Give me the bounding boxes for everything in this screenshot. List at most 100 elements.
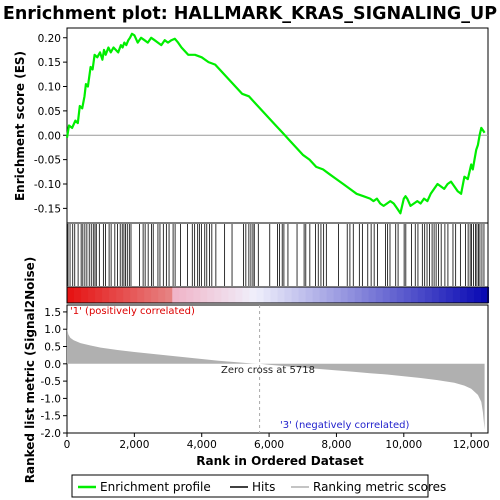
color-bar-segment bbox=[438, 287, 447, 303]
color-bar-segment bbox=[207, 287, 216, 303]
color-bar-segment bbox=[144, 287, 153, 303]
metric-axis-label: Ranked list metric (Signal2Noise) bbox=[23, 257, 37, 484]
es-tick-label: 0.00 bbox=[38, 130, 61, 142]
x-tick-label: 2,000 bbox=[119, 439, 149, 451]
color-bar-segment bbox=[459, 287, 468, 303]
color-bar-segment bbox=[424, 287, 433, 303]
color-bar-segment bbox=[130, 287, 139, 303]
color-bar-segment bbox=[403, 287, 412, 303]
metric-tick-label: -0.5 bbox=[41, 376, 62, 388]
color-bar-segment bbox=[375, 287, 384, 303]
x-axis-label: Rank in Ordered Dataset bbox=[196, 454, 364, 468]
color-bar-segment bbox=[452, 287, 461, 303]
color-bar-segment bbox=[186, 287, 195, 303]
legend-label-ranking: Ranking metric scores bbox=[313, 480, 446, 494]
color-bar-segment bbox=[291, 287, 300, 303]
metric-tick-label: -1.5 bbox=[41, 411, 62, 423]
color-bar-segment bbox=[417, 287, 426, 303]
color-bar-segment bbox=[277, 287, 286, 303]
x-tick-label: 6,000 bbox=[254, 439, 284, 451]
color-bar-segment bbox=[445, 287, 454, 303]
color-bar-segment bbox=[270, 287, 279, 303]
color-bar-segment bbox=[298, 287, 307, 303]
color-bar-segment bbox=[368, 287, 377, 303]
metric-tick-label: 1.5 bbox=[44, 307, 61, 319]
x-tick-label: 12,000 bbox=[453, 439, 490, 451]
color-bar-segment bbox=[396, 287, 405, 303]
color-bar-segment bbox=[102, 287, 111, 303]
color-bar-frame bbox=[66, 286, 489, 304]
color-bar-segment bbox=[263, 287, 272, 303]
color-bar-segment bbox=[347, 287, 356, 303]
es-plot-frame bbox=[66, 27, 489, 224]
color-bar-segment bbox=[389, 287, 398, 303]
color-bar-segment bbox=[312, 287, 321, 303]
x-tick-label: 8,000 bbox=[321, 439, 351, 451]
color-bar-segment bbox=[235, 287, 244, 303]
color-bar-segment bbox=[305, 287, 314, 303]
es-tick-label: -0.15 bbox=[34, 203, 61, 215]
metric-tick-label: -2.0 bbox=[41, 428, 62, 440]
color-bar-segment bbox=[67, 287, 76, 303]
ranked-metric-panel: -2.0 -1.5 -1.0 -0.5 0.0 0.5 1.0 1.5 0 2,000 4,000… bbox=[23, 257, 490, 484]
es-tick-label: -0.10 bbox=[34, 179, 61, 191]
metric-tick-label: 0.5 bbox=[44, 342, 61, 354]
metric-tick-label: 0.0 bbox=[44, 359, 61, 371]
zero-cross-annotation: Zero cross at 5718 bbox=[221, 365, 315, 376]
color-bar-segment bbox=[333, 287, 342, 303]
enrichment-profile-line bbox=[65, 32, 486, 215]
es-tick-label: 0.05 bbox=[38, 106, 61, 118]
negative-correlation-label: '3' (negatively correlated) bbox=[280, 420, 409, 431]
color-bar-segment bbox=[165, 287, 174, 303]
enrichment-score-panel: -0.15 -0.10 -0.05 0.00 0.05 0.10 0.15 0.20 Enri… bbox=[13, 27, 489, 224]
color-bar-segment bbox=[116, 287, 125, 303]
color-bar-segment bbox=[193, 287, 202, 303]
color-bar-segment bbox=[284, 287, 293, 303]
es-tick-label: 0.10 bbox=[38, 82, 61, 94]
x-tick-label: 4,000 bbox=[187, 439, 217, 451]
ranking-metric-area bbox=[67, 310, 485, 430]
es-axis-label: Enrichment score (ES) bbox=[13, 51, 27, 201]
color-bar-segment bbox=[221, 287, 230, 303]
color-bar-segment bbox=[256, 287, 265, 303]
color-bar-segment bbox=[249, 287, 258, 303]
color-bar-segment bbox=[200, 287, 209, 303]
hits-panel bbox=[66, 222, 489, 288]
color-bar-segment bbox=[179, 287, 188, 303]
color-bar-segment bbox=[242, 287, 251, 303]
color-bar-segment bbox=[410, 287, 419, 303]
color-bar-segment bbox=[151, 287, 160, 303]
color-bar-segment bbox=[319, 287, 328, 303]
color-bar-segment bbox=[340, 287, 349, 303]
positive-correlation-label: '1' (positively correlated) bbox=[70, 306, 195, 317]
color-bar-segment bbox=[158, 287, 167, 303]
color-bar-segment bbox=[123, 287, 132, 303]
x-tick-label: 0 bbox=[64, 439, 71, 451]
color-bar-segment bbox=[172, 287, 181, 303]
color-bar-segment bbox=[354, 287, 363, 303]
color-bar-segment bbox=[95, 287, 104, 303]
color-bar-segment bbox=[81, 287, 90, 303]
rank-color-bar bbox=[66, 286, 490, 304]
x-tick-label: 10,000 bbox=[385, 439, 422, 451]
metric-tick-label: 1.0 bbox=[44, 324, 61, 336]
color-bar-segment bbox=[214, 287, 223, 303]
color-bar-segment bbox=[326, 287, 335, 303]
color-bar-segment bbox=[466, 287, 475, 303]
color-bar-segment bbox=[74, 287, 83, 303]
legend-label-hits: Hits bbox=[252, 480, 275, 494]
color-bar-segment bbox=[382, 287, 391, 303]
color-bar-segment bbox=[431, 287, 440, 303]
metric-tick-label: -1.0 bbox=[41, 393, 62, 405]
es-tick-label: 0.15 bbox=[38, 57, 61, 69]
legend-box bbox=[71, 474, 429, 498]
color-bar-segment bbox=[137, 287, 146, 303]
legend-label-enrichment: Enrichment profile bbox=[100, 480, 211, 494]
color-bar-segment bbox=[109, 287, 118, 303]
es-tick-label: 0.20 bbox=[38, 33, 61, 45]
color-bar-segment bbox=[361, 287, 370, 303]
color-bar-segment bbox=[88, 287, 97, 303]
chart-title: Enrichment plot: HALLMARK_KRAS_SIGNALING… bbox=[3, 4, 497, 24]
legend: Enrichment profile Hits Ranking metric s… bbox=[71, 474, 446, 498]
